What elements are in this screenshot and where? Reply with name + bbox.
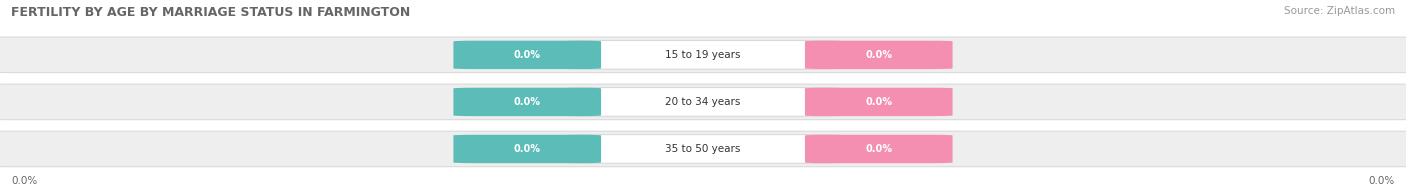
Text: 0.0%: 0.0%	[513, 144, 541, 154]
Text: 0.0%: 0.0%	[865, 50, 893, 60]
Text: 0.0%: 0.0%	[513, 50, 541, 60]
FancyBboxPatch shape	[0, 37, 1406, 73]
FancyBboxPatch shape	[0, 84, 1406, 120]
Text: 15 to 19 years: 15 to 19 years	[665, 50, 741, 60]
Text: 0.0%: 0.0%	[513, 97, 541, 107]
FancyBboxPatch shape	[806, 135, 953, 163]
FancyBboxPatch shape	[565, 41, 839, 69]
FancyBboxPatch shape	[0, 131, 1406, 167]
FancyBboxPatch shape	[453, 135, 602, 163]
FancyBboxPatch shape	[806, 41, 953, 69]
Text: 0.0%: 0.0%	[865, 144, 893, 154]
Text: 0.0%: 0.0%	[1368, 176, 1395, 186]
FancyBboxPatch shape	[453, 88, 602, 116]
Text: 0.0%: 0.0%	[865, 97, 893, 107]
FancyBboxPatch shape	[806, 88, 953, 116]
Text: FERTILITY BY AGE BY MARRIAGE STATUS IN FARMINGTON: FERTILITY BY AGE BY MARRIAGE STATUS IN F…	[11, 6, 411, 19]
Text: Source: ZipAtlas.com: Source: ZipAtlas.com	[1284, 6, 1395, 16]
Text: 35 to 50 years: 35 to 50 years	[665, 144, 741, 154]
FancyBboxPatch shape	[565, 135, 839, 163]
Text: 0.0%: 0.0%	[11, 176, 38, 186]
FancyBboxPatch shape	[453, 41, 602, 69]
FancyBboxPatch shape	[565, 88, 839, 116]
Text: 20 to 34 years: 20 to 34 years	[665, 97, 741, 107]
